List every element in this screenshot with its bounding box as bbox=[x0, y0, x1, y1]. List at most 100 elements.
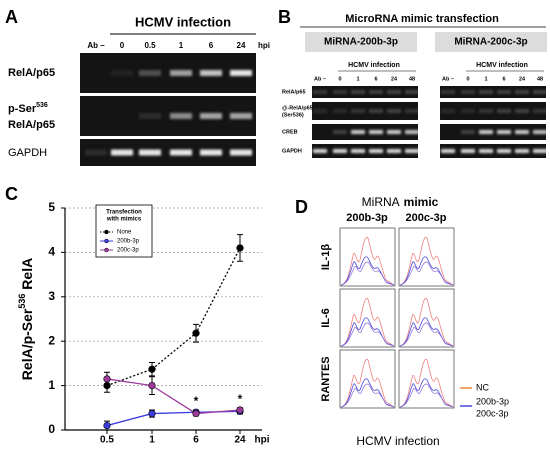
lane-label: 1 bbox=[179, 41, 184, 50]
lane-label: 1 bbox=[356, 76, 359, 82]
band bbox=[333, 90, 347, 94]
legend-label: 200c-3p bbox=[117, 248, 139, 254]
title: MicroRNA mimic transfection bbox=[345, 13, 499, 25]
band bbox=[351, 109, 365, 113]
row-label: RelA/p65 bbox=[8, 67, 55, 79]
band bbox=[387, 109, 401, 113]
point bbox=[236, 244, 244, 252]
band bbox=[497, 130, 511, 134]
series-line bbox=[106, 410, 241, 427]
lane-label: 6 bbox=[374, 76, 377, 82]
band bbox=[170, 113, 192, 119]
y-tick-label: 1 bbox=[48, 378, 55, 392]
band bbox=[387, 90, 401, 94]
band bbox=[369, 109, 383, 113]
row-label: IL-1β bbox=[320, 244, 332, 271]
band bbox=[230, 70, 252, 76]
lane-label: Ab – bbox=[314, 76, 326, 82]
lane-label: 48 bbox=[409, 76, 415, 82]
title: MiRNA mimic bbox=[362, 195, 439, 209]
band bbox=[170, 70, 192, 76]
band bbox=[333, 130, 347, 134]
band bbox=[405, 130, 419, 134]
row-label: (Ser536) bbox=[282, 112, 304, 118]
title-part: mimic bbox=[404, 195, 439, 209]
row-label: GAPDH bbox=[282, 148, 302, 154]
row-label-part: p-Ser bbox=[8, 103, 37, 115]
lane-label: 24 bbox=[237, 41, 246, 50]
legend-label: 200c-3p bbox=[476, 408, 509, 418]
band bbox=[351, 149, 365, 153]
band bbox=[461, 90, 475, 94]
lane-label: 48 bbox=[537, 76, 543, 82]
gel bbox=[80, 96, 256, 136]
lane-label: 6 bbox=[502, 76, 505, 82]
lane-label: 0.5 bbox=[144, 41, 156, 50]
column-label: 200c-3p bbox=[406, 212, 447, 224]
band bbox=[139, 113, 161, 119]
series-line bbox=[106, 378, 241, 415]
row-label: RelA/p65 bbox=[282, 89, 306, 95]
legend-label: 200b-3p bbox=[117, 239, 140, 245]
header: HCMV infection bbox=[135, 14, 231, 29]
band bbox=[405, 149, 419, 153]
y-tick-label: 4 bbox=[48, 245, 55, 259]
band bbox=[313, 149, 327, 153]
band bbox=[479, 130, 493, 134]
y-axis-label: RelA/p-Ser536 RelA bbox=[17, 258, 34, 380]
legend-title: Transfection bbox=[106, 210, 142, 216]
y-tick-label: 0 bbox=[48, 422, 55, 436]
group-box bbox=[435, 32, 547, 52]
x-tick-label: 6 bbox=[193, 435, 199, 446]
unit-label: hpi bbox=[258, 41, 270, 50]
legend-dot bbox=[104, 229, 109, 235]
band bbox=[405, 109, 419, 113]
lane-label: 0 bbox=[466, 76, 469, 82]
x-unit: hpi bbox=[255, 435, 270, 446]
panel-label: D bbox=[295, 197, 308, 217]
point bbox=[192, 329, 200, 337]
band bbox=[369, 149, 383, 153]
band bbox=[405, 90, 419, 94]
band bbox=[515, 130, 529, 134]
band bbox=[230, 149, 252, 156]
band bbox=[461, 130, 475, 134]
lane-label: 6 bbox=[209, 41, 214, 50]
panel-label: B bbox=[278, 7, 291, 27]
annotation: * bbox=[194, 394, 199, 408]
y-axis-label-part: RelA bbox=[19, 258, 35, 294]
x-tick-label: 0.5 bbox=[100, 435, 114, 446]
legend-label: None bbox=[117, 230, 132, 236]
column-label: 200b-3p bbox=[346, 212, 388, 224]
band bbox=[515, 149, 529, 153]
band bbox=[333, 109, 347, 113]
band bbox=[533, 149, 547, 153]
band bbox=[441, 90, 455, 94]
band bbox=[369, 130, 383, 134]
point bbox=[148, 365, 156, 373]
y-tick-label: 3 bbox=[48, 289, 55, 303]
point bbox=[236, 406, 244, 414]
point bbox=[148, 409, 156, 418]
annotation: * bbox=[238, 392, 243, 406]
band bbox=[515, 90, 529, 94]
band bbox=[200, 149, 222, 156]
band bbox=[533, 109, 547, 113]
panel-label: C bbox=[5, 184, 18, 204]
x-axis-label: HCMV infection bbox=[356, 434, 439, 448]
lane-label: 1 bbox=[484, 76, 487, 82]
band bbox=[533, 130, 547, 134]
lane-label: 24 bbox=[391, 76, 398, 82]
histogram bbox=[398, 227, 455, 287]
group-name: MiRNA-200b-3p bbox=[324, 37, 398, 48]
sub-header: HCMV infection bbox=[476, 62, 528, 69]
x-tick-label: 24 bbox=[234, 435, 246, 446]
point bbox=[148, 382, 156, 390]
legend-title: with mimics bbox=[106, 217, 142, 223]
histogram bbox=[339, 227, 396, 287]
gel bbox=[80, 53, 256, 93]
legend-label: 200b-3p bbox=[476, 396, 509, 406]
band bbox=[387, 149, 401, 153]
